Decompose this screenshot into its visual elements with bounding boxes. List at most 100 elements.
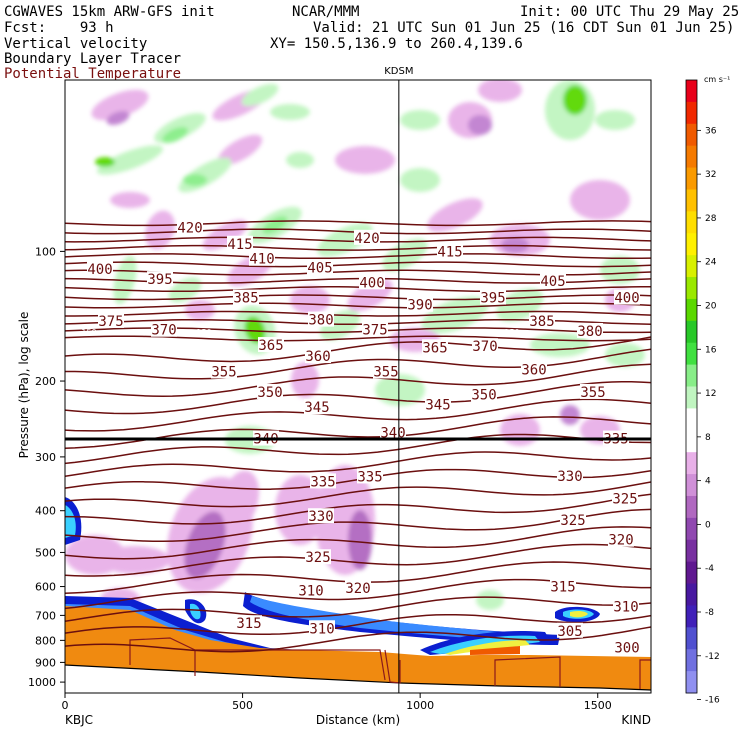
theta-label: 370	[472, 339, 497, 355]
theta-label-bg	[529, 312, 555, 328]
colorbar-swatch	[686, 255, 697, 278]
model-title: CGWAVES 15km ARW-GFS init	[4, 4, 215, 20]
colorbar-tick-label: -16	[705, 696, 720, 706]
cross-section-endpoints: XY= 150.5,136.9 to 260.4,139.6	[270, 36, 523, 52]
theta-label-bg	[521, 361, 547, 377]
theta-label-bg	[612, 490, 638, 506]
theta-label: 420	[354, 231, 379, 247]
theta-label-bg	[258, 337, 284, 353]
theta-label: 380	[577, 324, 602, 340]
theta-label: 370	[151, 323, 176, 339]
theta-label: 310	[298, 583, 323, 599]
theta-label-bg	[308, 311, 334, 327]
theta-label-bg	[309, 620, 335, 636]
theta-label-bg	[540, 272, 566, 288]
theta-label-bg	[227, 235, 253, 251]
colorbar-tick-label: -4	[705, 564, 714, 574]
theta-contour	[65, 363, 651, 397]
colorbar-swatch	[686, 671, 697, 694]
theta-label-bg	[614, 639, 640, 655]
tropopause-label: 150	[196, 328, 211, 337]
theta-label-bg	[308, 508, 334, 524]
theta-label-bg	[380, 424, 406, 440]
theta-label-bg	[249, 250, 275, 266]
theta-label: 390	[407, 298, 432, 314]
theta-label: 325	[612, 492, 637, 508]
theta-label: 310	[613, 600, 638, 616]
colorbar-tick-label: 4	[705, 477, 711, 487]
colorbar-swatch	[686, 649, 697, 672]
colorbar-swatch	[686, 517, 697, 541]
theta-label: 320	[345, 581, 370, 597]
forecast-hour: Fcst: 93 h	[4, 20, 114, 36]
theta-label-bg	[233, 289, 259, 305]
colorbar-tick-label: 36	[705, 126, 717, 136]
colorbar-swatch	[686, 627, 697, 650]
colorbar-tick-label: 12	[705, 389, 716, 399]
theta-label: 355	[373, 364, 398, 380]
theta-label-bg	[357, 468, 383, 484]
theta-label-bg	[257, 383, 283, 399]
colorbar-unit: cm s⁻¹	[704, 75, 730, 84]
colorbar-swatch	[686, 364, 697, 387]
theta-label-bg	[307, 259, 333, 275]
station-label: KDSM	[384, 66, 413, 77]
colorbar-swatch	[686, 408, 697, 431]
theta-label: 335	[357, 469, 382, 485]
theta-contour	[65, 381, 651, 415]
theta-label: 335	[310, 474, 335, 490]
colorbar-swatch	[686, 583, 697, 606]
theta-contour	[65, 286, 651, 293]
x-tick-label: 0	[62, 699, 69, 712]
colorbar-swatch	[686, 561, 697, 585]
theta-label-bg	[613, 598, 639, 614]
theta-label: 310	[309, 621, 334, 637]
colorbar-swatch	[686, 123, 697, 147]
colorbar-swatch	[686, 452, 697, 475]
colorbar-swatch	[686, 277, 697, 300]
theta-label: 325	[560, 513, 585, 529]
theta-label-bg	[557, 467, 583, 483]
x-tick-label: 1500	[584, 699, 612, 712]
y-tick-label: 600	[35, 581, 56, 594]
theta-label-bg	[359, 274, 385, 290]
colorbar-frame	[685, 79, 698, 694]
theta-label-bg	[147, 271, 173, 287]
theta-label: 355	[580, 385, 605, 401]
theta-label: 345	[425, 398, 450, 414]
x-axis-title: Distance (km)	[316, 713, 400, 727]
theta-label-bg	[362, 321, 388, 337]
theta-label-bg	[211, 363, 237, 379]
field-label-potential-temperature: Potential Temperature	[4, 66, 182, 82]
theta-label-bg	[298, 582, 324, 598]
theta-contour	[65, 596, 651, 622]
y-tick-label: 700	[35, 609, 56, 622]
left-endpoint-label: KBJC	[65, 713, 93, 727]
x-axis: 0 500 1000 1500	[62, 693, 612, 712]
theta-contour	[65, 493, 651, 525]
colorbar-tick-label: 16	[705, 345, 717, 355]
colorbar-swatch	[686, 605, 697, 628]
theta-label-bg	[614, 289, 640, 305]
theta-contour	[65, 335, 651, 342]
tropopause-labels: 150 150 150	[81, 328, 519, 337]
theta-label-bg	[354, 229, 380, 245]
theta-contour	[65, 416, 651, 449]
theta-label: 345	[304, 400, 329, 416]
theta-label-bg	[236, 615, 262, 631]
theta-contour	[65, 261, 651, 268]
theta-label: 400	[87, 262, 112, 278]
theta-contour	[65, 294, 651, 301]
theta-contour	[65, 543, 651, 577]
theta-label: 350	[471, 388, 496, 404]
theta-label: 375	[362, 323, 387, 339]
theta-label: 330	[557, 469, 582, 485]
theta-contour	[65, 336, 651, 363]
theta-contour	[65, 348, 651, 380]
colorbar-tick-label: 0	[705, 520, 711, 530]
theta-label-bg	[87, 261, 113, 277]
theta-label: 405	[307, 261, 332, 277]
theta-label-bg	[608, 531, 634, 547]
x-tick-label: 500	[232, 699, 253, 712]
